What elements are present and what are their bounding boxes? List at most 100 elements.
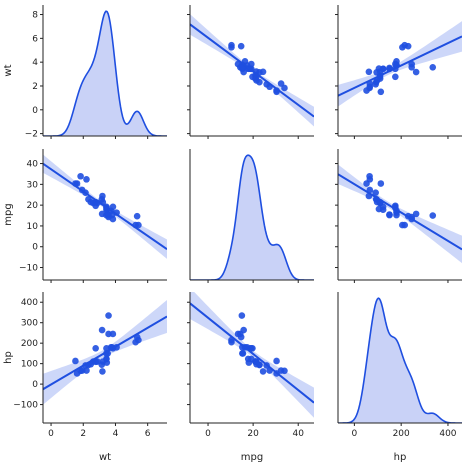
y-axis-label-hp: hp — [3, 351, 14, 364]
scatter-point — [429, 63, 437, 71]
kde-line — [43, 10, 167, 136]
y-axis-label-wt: wt — [3, 64, 14, 76]
panel-mpg-vs-mpg — [189, 149, 314, 283]
scatter-point — [377, 88, 385, 96]
scatter-point — [401, 221, 408, 229]
scatter-point — [244, 355, 252, 363]
scatter-point — [408, 60, 416, 68]
scatter-point — [109, 330, 117, 338]
y-tick-label: 8 — [32, 11, 38, 21]
x-tick-label: 200 — [393, 429, 410, 439]
y-tick-label: 200 — [21, 339, 38, 349]
x-tick-label: 6 — [145, 429, 151, 439]
x-tick-label: 0 — [48, 429, 54, 439]
scatter-point — [98, 326, 106, 334]
scatter-point — [234, 330, 242, 338]
scatter-point — [92, 344, 99, 352]
scatter-point — [240, 326, 247, 334]
scatter-point — [228, 41, 235, 49]
scatter-point — [103, 355, 110, 363]
y-tick-label: 10 — [27, 222, 39, 232]
scatter-point — [379, 65, 387, 73]
scatter-point — [105, 212, 112, 219]
kde-fill — [190, 155, 314, 280]
panel-wt-vs-hp — [335, 5, 462, 139]
y-tick-label: −10 — [19, 264, 38, 274]
y-tick-label: 4 — [32, 58, 38, 68]
scatter-point — [98, 210, 106, 218]
regression-line — [338, 173, 462, 251]
scatter-point — [105, 312, 112, 319]
scatter-point — [393, 211, 400, 219]
regression-line — [43, 162, 167, 251]
confidence-band — [190, 292, 314, 418]
scatter-point — [83, 176, 90, 183]
kde-fill — [43, 11, 167, 136]
scatter-point — [379, 206, 387, 214]
scatter-point — [78, 367, 86, 374]
panel-hp-vs-hp: 0 200 400 — [337, 292, 462, 439]
scatter-point — [404, 42, 412, 50]
scatter-point — [392, 60, 399, 68]
scatter-point — [248, 60, 255, 68]
scatter-point — [133, 212, 141, 220]
kde-fill — [338, 298, 462, 423]
scatter-point — [366, 172, 373, 180]
regression-line — [190, 302, 314, 404]
y-tick-label: 20 — [27, 201, 39, 211]
y-tick-label: 100 — [21, 360, 38, 370]
x-tick-label: 400 — [439, 429, 456, 439]
x-tick-label: 20 — [247, 429, 259, 439]
scatter-point — [363, 180, 370, 187]
y-tick-label: 400 — [21, 298, 38, 308]
x-tick-label: 2 — [80, 429, 86, 439]
scatter-point — [392, 73, 399, 81]
scatter-point — [87, 198, 95, 206]
y-tick-label: 40 — [27, 160, 39, 170]
scatter-point — [249, 344, 256, 352]
y-tick-label: 300 — [21, 319, 38, 329]
scatter-point — [412, 210, 420, 218]
scatter-point — [365, 68, 373, 76]
scatter-point — [429, 212, 437, 219]
scatter-point — [252, 358, 260, 366]
scatter-point — [377, 180, 385, 187]
scatter-point — [98, 196, 106, 203]
x-axis-label-hp: hp — [394, 452, 407, 463]
scatter-point — [273, 357, 280, 365]
x-tick-label: 40 — [292, 429, 304, 439]
y-axis-label-mpg: mpg — [3, 203, 14, 225]
scatter-point — [386, 211, 393, 219]
scatter-point — [239, 350, 246, 357]
scatter-point — [372, 81, 379, 88]
panel-hp-vs-mpg: 0 20 40 — [187, 292, 314, 439]
panel-mpg-vs-wt: −10 0 10 20 30 40 — [19, 149, 167, 283]
regression-line — [338, 35, 462, 97]
confidence-band — [338, 21, 462, 107]
scatter-point — [77, 172, 84, 180]
regression-line — [190, 23, 314, 118]
scatter-point — [281, 84, 288, 92]
scatter-point — [259, 368, 267, 375]
scatter-point — [412, 68, 420, 76]
x-axis-label-mpg: mpg — [241, 452, 263, 463]
y-tick-label: 2 — [32, 82, 38, 92]
panel-wt-vs-mpg — [187, 5, 314, 139]
y-tick-label: 0 — [32, 243, 38, 253]
kde-line — [338, 297, 462, 423]
y-tick-label: 0 — [32, 106, 38, 116]
regression-line — [43, 315, 167, 391]
scatter-point — [237, 42, 245, 50]
panel-hp-vs-wt: 0 2 4 6 −100 0 100 200 300 400 — [13, 292, 167, 439]
y-tick-label: 30 — [27, 180, 39, 190]
x-tick-label: 0 — [205, 429, 211, 439]
y-tick-label: −100 — [13, 401, 38, 411]
y-tick-label: −2 — [25, 130, 38, 140]
x-axis-label-wt: wt — [99, 452, 111, 463]
scatter-point — [135, 221, 142, 229]
scatter-point — [72, 357, 79, 365]
y-tick-label: 0 — [32, 380, 38, 390]
panel-mpg-vs-hp — [335, 149, 462, 283]
y-tick-label: 6 — [32, 34, 38, 44]
